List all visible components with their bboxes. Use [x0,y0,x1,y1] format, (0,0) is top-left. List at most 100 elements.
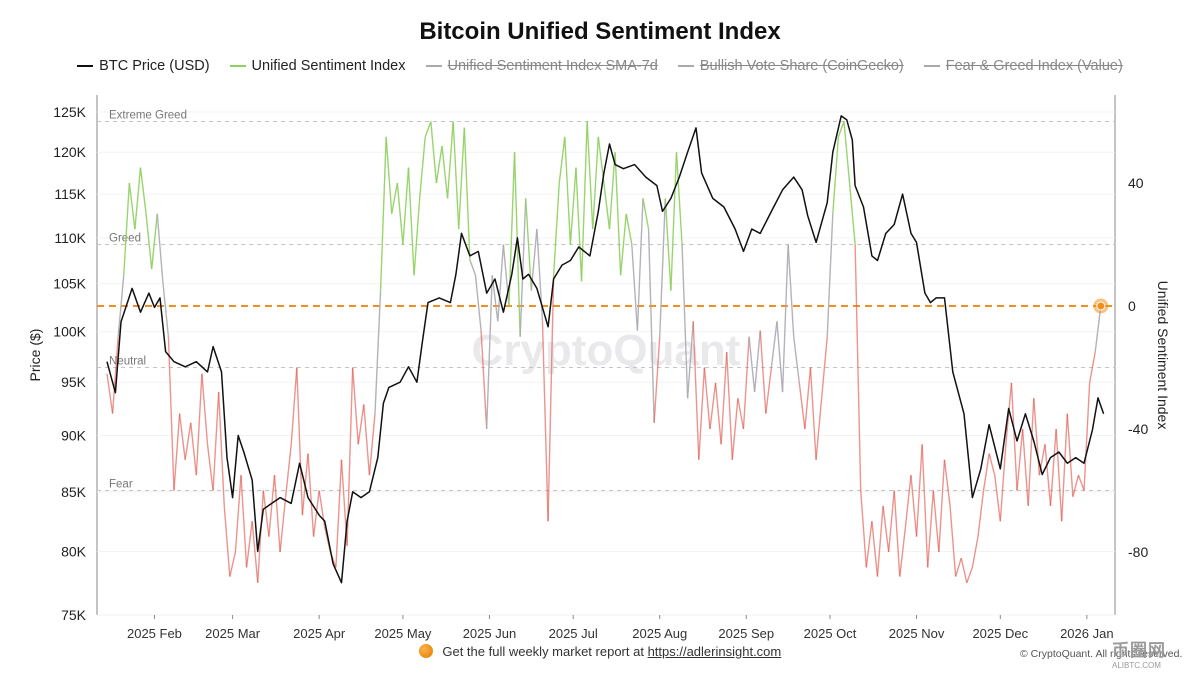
price-tick-label: 90K [61,427,87,443]
sentiment-segment [999,444,1007,522]
sentiment-segment [1061,413,1068,522]
sentiment-segment [128,182,136,230]
sentiment-segment [212,392,220,491]
sentiment-segment [614,152,622,276]
sentiment-segment [201,373,209,445]
sentiment-segment [770,321,778,368]
legend-label: Fear & Greed Index (Value) [945,58,1123,74]
sentiment-segment [441,146,449,199]
sentiment-segment [575,167,583,282]
sentiment-segment [938,459,946,553]
sentiment-segment [1033,398,1041,476]
sentiment-segment [485,275,493,430]
sentiment-segment [809,367,817,460]
sentiment-segment [776,321,784,393]
sentiment-segment [396,182,404,245]
sentiment-segment [1083,382,1091,491]
footer-text: Get the full weekly market report at [442,644,648,659]
sentiment-segment [709,382,717,430]
legend-item-3[interactable]: Bullish Vote Share (CoinGecko) [677,58,904,74]
sentiment-segment [603,182,611,230]
price-tick-label: 125K [53,104,86,120]
x-tick-label: 2025 Dec [972,626,1028,641]
left-axis-title: Price ($) [27,329,43,382]
legend-item-0[interactable]: BTC Price (USD) [77,58,210,74]
sentiment-segment [994,475,1001,522]
sentiment-segment [659,198,667,337]
sentiment-segment [871,521,879,577]
sentiment-segment [714,382,722,445]
sentiment-segment [586,121,594,230]
sentiment-segment [452,121,460,230]
sentiment-segment [932,490,940,553]
sentiment-segment [904,475,912,528]
sentiment-segment [391,182,399,214]
footer-link[interactable]: https://adlerinsight.com [647,644,782,659]
sentiment-segment [1055,428,1063,522]
sentiment-segment [882,505,890,553]
sentiment-segment [1072,474,1080,497]
sentiment-segment [178,413,186,460]
x-tick-label: 2025 May [374,626,432,641]
sentiment-segment [195,373,203,476]
sentiment-segment [145,213,153,270]
sentiment-segment [173,413,181,491]
x-tick-label: 2025 Jul [549,626,598,641]
sentiment-segment [820,336,828,399]
sentiment-segment [469,259,477,276]
sentiment-segment [474,275,482,331]
price-tick-label: 80K [61,543,87,559]
sentiment-segment [954,557,962,577]
sentiment-segment [966,567,974,583]
sentiment-segment [927,490,934,568]
sentiment-segment [150,213,158,270]
legend-item-2[interactable]: Unified Sentiment Index SMA-7d [425,58,658,74]
sentiment-segment [887,490,895,553]
sentiment-segment [123,182,131,276]
sentiment-segment [502,244,510,307]
sentiment-segment [848,182,856,245]
sentiment-segment [134,167,142,230]
sentiment-segment [379,136,387,291]
sentiment-segment [446,121,454,199]
sentiment-segment [1094,305,1102,353]
sentiment-segment [564,136,572,245]
watermark: CryptoQuant [472,326,741,375]
sentiment-segment [525,198,533,291]
sentiment-segment [860,490,867,568]
sentiment-segment [731,398,739,460]
sentiment-segment [899,527,907,577]
sentiment-segment [865,521,873,568]
sentiment-segment [703,367,711,430]
x-tick-label: 2025 Aug [632,626,687,641]
x-tick-label: 2026 Jan [1060,626,1114,641]
legend-swatch [677,65,694,67]
sentiment-segment [273,475,281,553]
sentiment-segment [971,536,979,568]
sentiment-segment [245,521,253,568]
legend-swatch [229,65,246,67]
sentiment-segment [647,229,655,423]
sentiment-segment [139,167,147,214]
sentiment-segment [720,352,728,445]
sentiment-segment [1010,382,1018,491]
sentiment-segment [368,413,376,476]
sentiment-segment [117,275,125,337]
sentiment-tick-label: -80 [1128,544,1148,560]
sentiment-segment [234,475,242,553]
sentiment-segment [111,336,119,414]
sentiment-segment [240,475,248,568]
price-tick-label: 75K [61,607,87,623]
sentiment-segment [653,336,661,423]
sentiment-segment [156,213,164,282]
legend-item-1[interactable]: Unified Sentiment Index [229,58,406,74]
corner-logo-url: ALIBTC.COM [1112,661,1161,670]
sentiment-segment [832,136,840,214]
sentiment-segment [854,244,862,491]
legend-item-4[interactable]: Fear & Greed Index (Value) [923,58,1123,74]
sentiment-segment [497,244,505,322]
sentiment-segment [402,167,410,245]
corner-logo-name: 币圈网 [1112,641,1166,660]
price-tick-label: 85K [61,484,87,500]
